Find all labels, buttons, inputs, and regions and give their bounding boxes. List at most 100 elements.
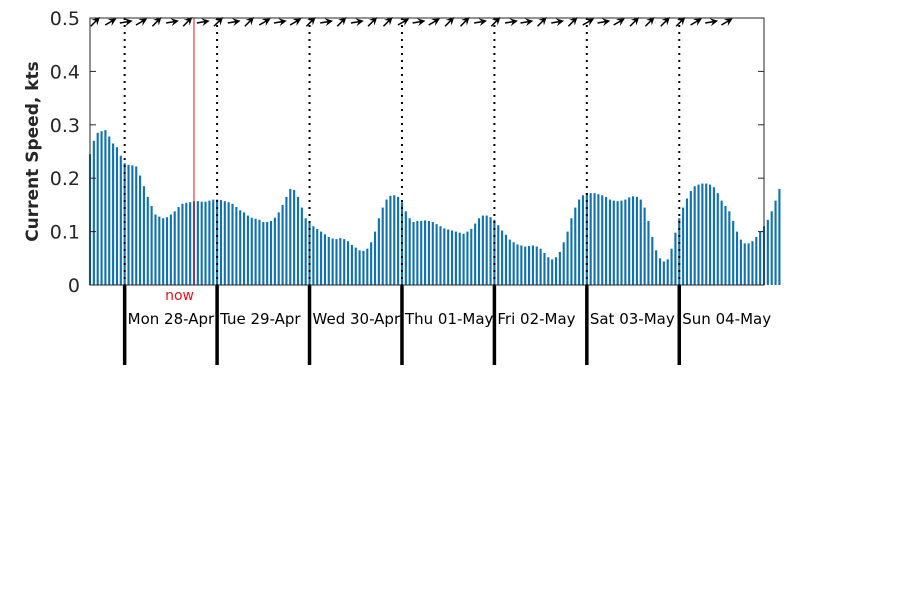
speed-bar [539,248,542,285]
direction-arrow [490,17,501,27]
speed-bar [574,207,577,285]
speed-bar [397,196,400,285]
speed-bar [605,196,608,285]
direction-arrow [305,17,316,27]
speed-bar [100,131,103,285]
speed-bar [435,224,438,285]
y-axis-ticks: 0 0.1 0.2 0.3 0.4 0.5 [50,8,764,297]
direction-arrow [412,18,426,27]
speed-bar [346,241,350,285]
direction-arrow [135,18,148,26]
speed-bar [131,165,134,285]
speed-bar [262,221,265,285]
speed-bar [243,212,246,285]
speed-bar [266,221,269,285]
direction-arrow [597,18,611,27]
plot-frame [89,17,765,286]
direction-arrow [397,18,410,26]
speed-bar [662,261,665,285]
direction-arrow [182,17,193,27]
speed-bar [470,228,473,285]
speed-bar [450,230,454,285]
speed-bar [300,207,303,285]
speed-bar [454,231,457,285]
direction-arrow [551,18,565,27]
day-label: Fri 02-May [497,310,575,328]
speed-bar [96,132,99,285]
direction-arrows [90,17,733,27]
speed-bar [269,220,273,285]
speed-bar [285,196,288,285]
speed-bar [489,217,492,285]
speed-bar [462,233,465,285]
speed-bar [304,218,307,285]
speed-bar [747,243,750,285]
day-label: Sun 04-May [682,310,771,328]
speed-bar [674,232,677,285]
speed-bar [231,203,234,285]
day-labels: Mon 28-Apr Tue 29-Apr Wed 30-Apr Thu 01-May… [128,310,772,328]
speed-bar [504,234,508,285]
speed-bar [516,244,519,285]
speed-bar [150,205,153,285]
direction-arrow [227,18,241,27]
direction-arrow [119,18,133,27]
speed-bar [755,236,758,285]
speed-bar [323,234,326,285]
speed-bar [774,200,777,285]
speed-bar [551,259,554,285]
speed-bar [466,231,469,285]
speed-bar [501,230,504,285]
speed-bar [424,220,427,285]
speed-bar [327,236,330,285]
direction-arrow [582,18,595,26]
speed-bar [119,155,122,285]
direction-arrow [258,18,271,26]
speed-bar [362,250,365,285]
direction-arrow [675,17,686,27]
direction-arrow [537,17,547,27]
speed-bar [358,250,361,285]
speed-bar [624,199,627,285]
speed-bar [481,215,484,285]
speed-bar [312,226,315,285]
speed-bar [123,163,126,285]
speed-bar [543,252,546,285]
speed-bar [308,222,311,285]
speed-bar [493,219,496,285]
speed-bar [497,225,500,285]
speed-bar [666,259,669,285]
y-tick-label: 0 [68,275,80,297]
speed-bar [273,217,276,285]
speed-bar [385,199,388,285]
speed-bar [427,220,430,285]
speed-bar [250,217,253,285]
direction-arrow [244,17,255,27]
speed-bar [108,136,111,285]
direction-arrow [213,17,224,27]
speed-bar [693,186,696,285]
speed-bar [570,218,573,285]
speed-bar [608,199,611,285]
speed-bar [682,207,685,285]
speed-bar [701,183,704,285]
direction-arrow [705,18,719,27]
direction-arrow [459,17,470,27]
now-marker: now [165,18,195,304]
speed-bar [531,245,534,285]
speed-bar [724,205,727,285]
speed-bar [520,245,523,285]
speed-bar [751,241,754,285]
speed-bar [196,201,199,285]
speed-bar [655,250,658,285]
direction-arrow [367,17,378,27]
speed-bar [778,188,781,285]
speed-bar [212,199,215,285]
speed-bar [181,203,184,285]
speed-bar [189,202,192,285]
speed-bar [393,195,396,285]
speed-bar [585,193,588,285]
speed-bar [651,236,654,285]
speed-bar [139,175,142,285]
speed-bar [566,231,569,285]
